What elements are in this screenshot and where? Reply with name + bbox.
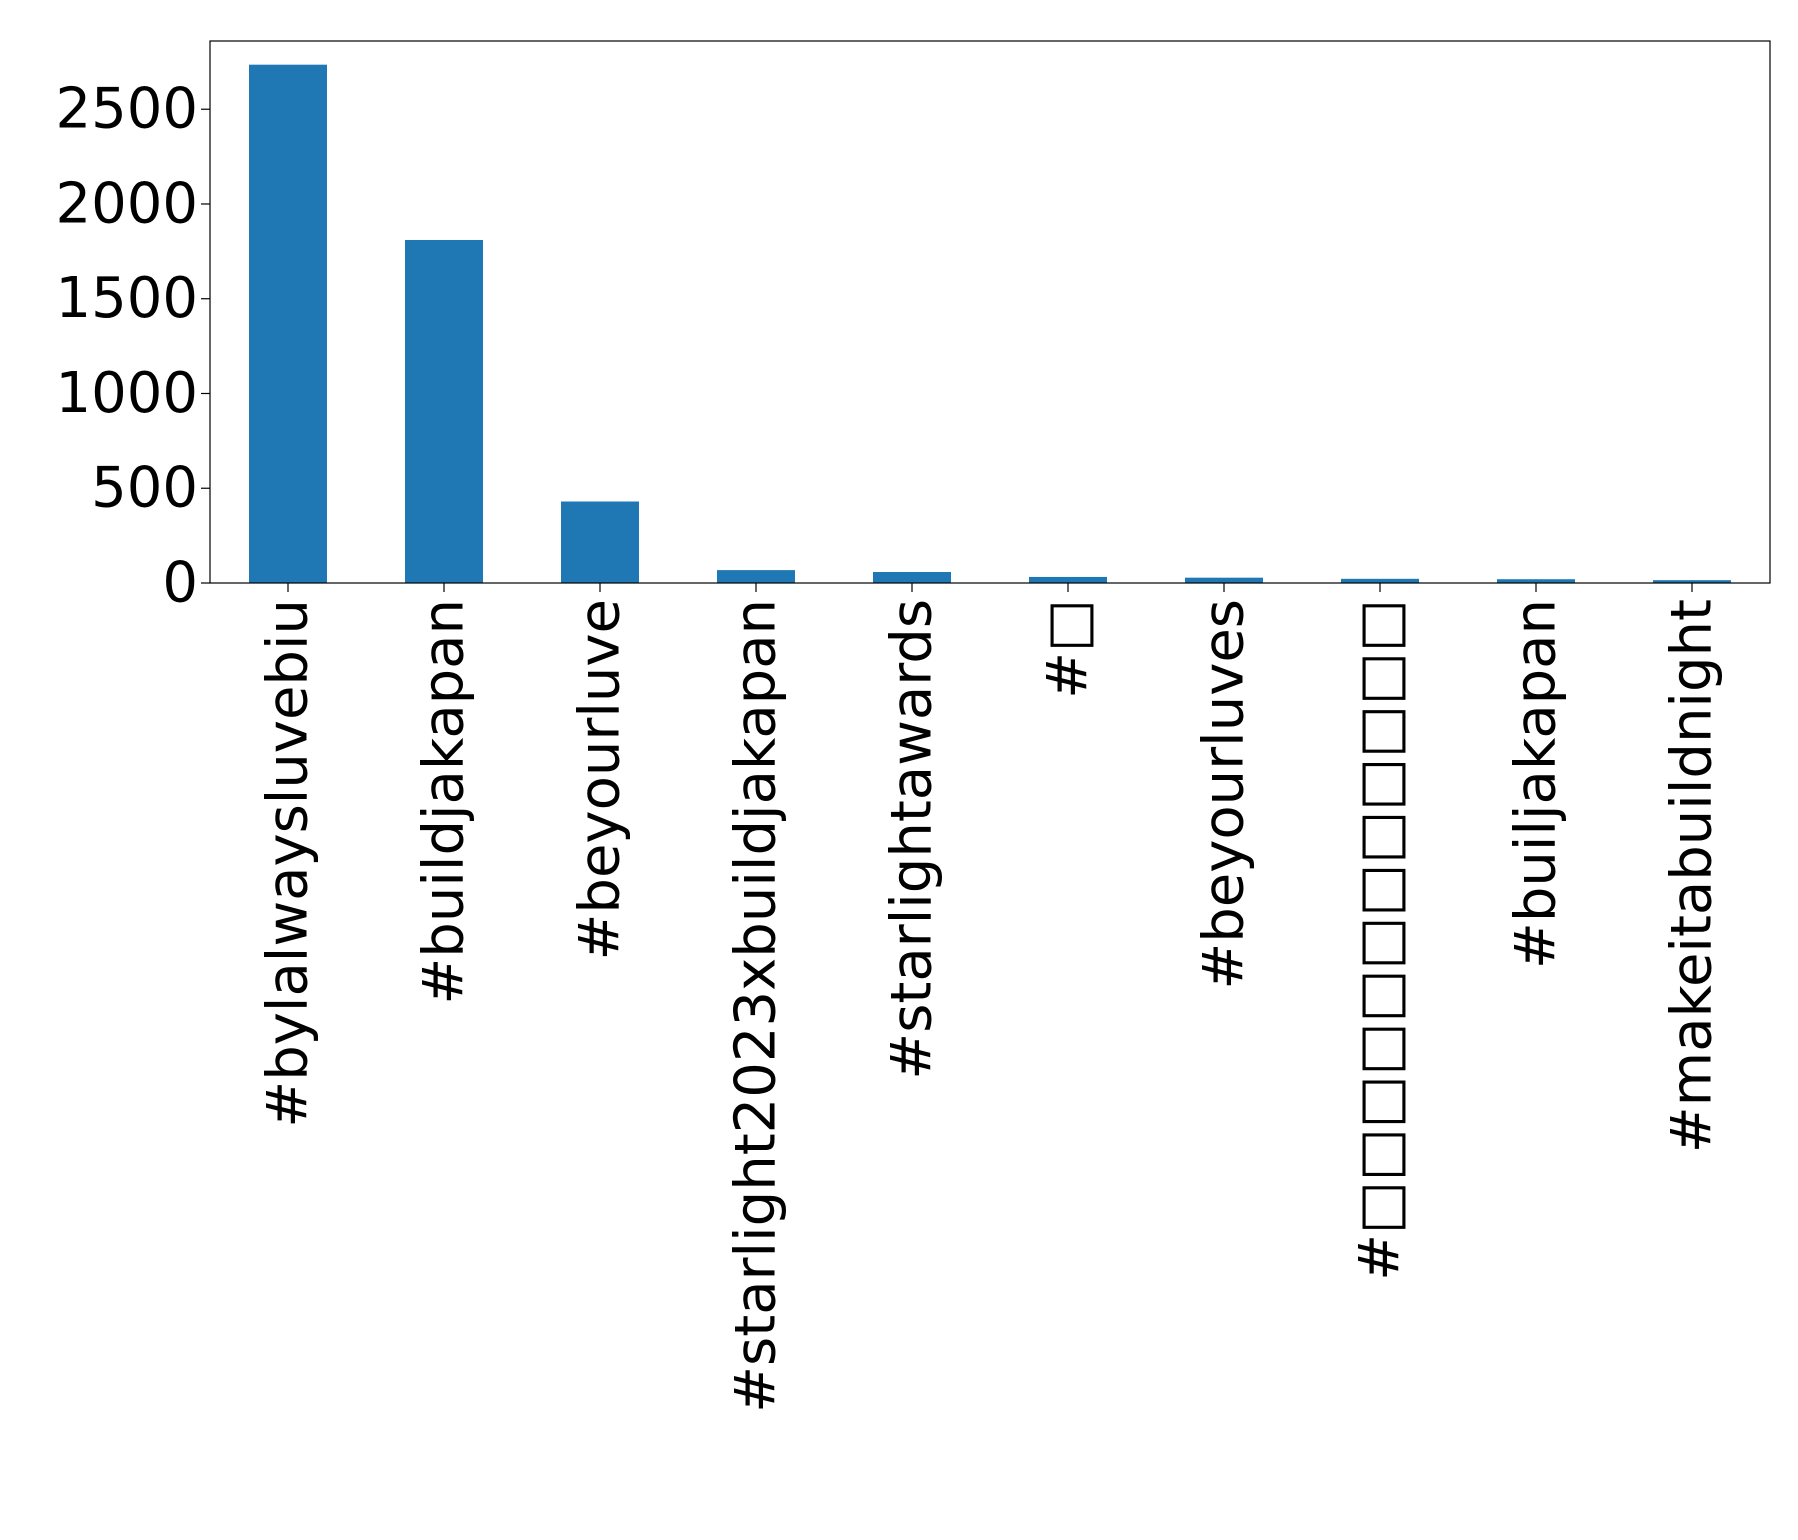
bar-1 — [405, 239, 483, 584]
bar-6 — [1185, 577, 1263, 583]
y-tick-label-4: 2000 — [55, 171, 198, 236]
bars-layer — [249, 64, 1731, 584]
y-tick-label-3: 1500 — [55, 266, 198, 331]
y-tick-label-2: 1000 — [55, 361, 198, 426]
x-tick-label-3: #starlight2023xbuildjakapan — [724, 599, 789, 1413]
x-tick-label-5: #□ — [1036, 599, 1101, 699]
bar-9 — [1653, 580, 1731, 583]
x-tick-label-0: #bylalwaysluvebiu — [256, 599, 321, 1128]
plot-frame — [209, 40, 1771, 584]
bar-8 — [1497, 579, 1575, 583]
bar-2 — [561, 501, 639, 583]
x-tick-label-7: #□□□□□□□□□□□□ — [1348, 599, 1413, 1281]
x-tick-label-8: #builjakapan — [1504, 599, 1569, 969]
bar-4 — [873, 572, 951, 583]
x-ticks-layer: #bylalwaysluvebiu #buildjakapan #beyourluv… — [256, 583, 1725, 1413]
axes-layer — [209, 40, 1771, 584]
x-tick-label-1: #buildjakapan — [412, 599, 477, 1005]
bar-3 — [717, 570, 795, 583]
y-ticks-layer: 0 500 1000 1500 2000 2500 — [55, 77, 210, 616]
x-tick-label-6: #beyourluves — [1192, 599, 1257, 990]
y-tick-label-0: 0 — [162, 551, 198, 616]
x-tick-label-2: #beyourluve — [568, 599, 633, 960]
x-tick-label-9: #makeitabuildnight — [1660, 599, 1725, 1153]
bar-5 — [1029, 576, 1107, 583]
y-tick-label-5: 2500 — [55, 77, 198, 142]
bar-0 — [249, 64, 327, 583]
bar-7 — [1341, 578, 1419, 583]
x-tick-label-4: #starlightawards — [880, 599, 945, 1080]
y-tick-label-1: 500 — [91, 456, 198, 521]
